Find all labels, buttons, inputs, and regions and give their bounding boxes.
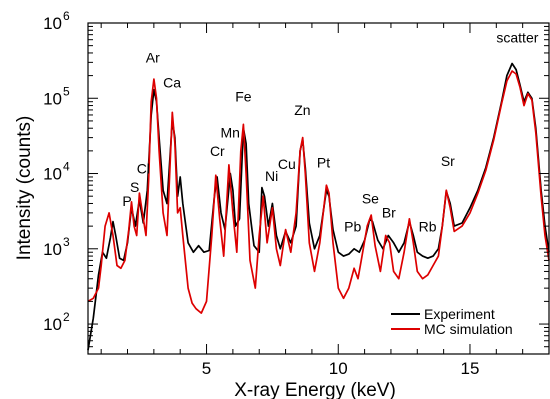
y-tick-label: 10	[43, 315, 62, 334]
x-tick-label: 5	[202, 359, 211, 378]
peak-label-pb: Pb	[344, 218, 361, 234]
y-tick-exponent: 6	[63, 9, 70, 23]
peak-label-pt: Pt	[317, 155, 330, 171]
peak-label-mn: Mn	[221, 125, 240, 141]
x-tick-label: 15	[461, 359, 480, 378]
legend-label-mc-simulation: MC simulation	[424, 321, 513, 337]
peak-label-p: P	[122, 193, 131, 209]
peak-label-ni: Ni	[265, 168, 278, 184]
peak-label-scatter: scatter	[496, 30, 538, 46]
peak-label-sr: Sr	[441, 153, 455, 169]
series-layer	[87, 62, 550, 351]
peak-label-fe: Fe	[235, 89, 252, 105]
y-tick-label: 10	[43, 240, 62, 259]
peak-label-ca: Ca	[163, 74, 181, 90]
peak-label-s: S	[130, 179, 139, 195]
peak-label-cu: Cu	[278, 156, 296, 172]
y-tick-exponent: 5	[63, 84, 70, 98]
peak-label-zn: Zn	[294, 102, 310, 118]
y-tick-exponent: 3	[63, 235, 70, 249]
y-axis-title: Intensity (counts)	[14, 116, 35, 261]
series-line-mc-simulation	[87, 70, 550, 314]
plot-frame	[87, 22, 550, 355]
x-tick-label: 10	[329, 359, 348, 378]
legend-label-experiment: Experiment	[424, 306, 495, 322]
y-tick-label: 10	[43, 165, 62, 184]
x-axis-title: X-ray Energy (keV)	[234, 380, 396, 399]
peak-label-br: Br	[382, 205, 396, 221]
y-tick-label: 10	[43, 14, 62, 33]
y-tick-exponent: 2	[63, 310, 70, 324]
peak-label-rb: Rb	[419, 218, 437, 234]
y-tick-label: 10	[43, 89, 62, 108]
peak-label-se: Se	[362, 190, 379, 206]
peak-label-ar: Ar	[146, 49, 160, 65]
y-tick-exponent: 4	[63, 160, 70, 174]
peak-label-cl: Cl	[137, 161, 150, 177]
legend: Experiment MC simulation	[391, 306, 513, 337]
peak-label-cr: Cr	[210, 143, 225, 159]
